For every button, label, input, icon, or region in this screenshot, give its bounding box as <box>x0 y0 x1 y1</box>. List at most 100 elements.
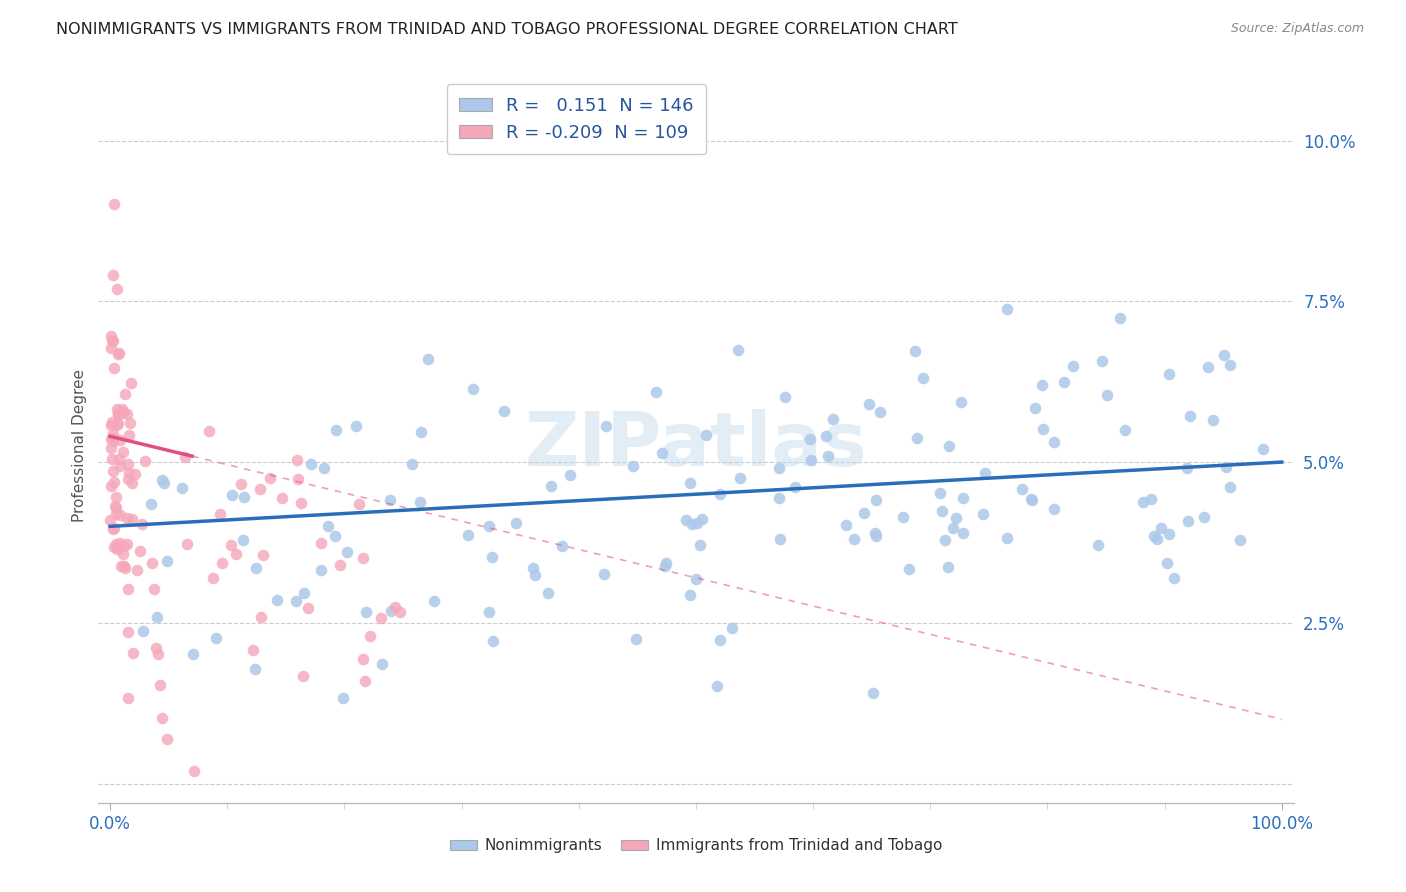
Point <box>1109 310 1132 325</box>
Point <box>103 475 125 490</box>
Point <box>1177 514 1199 528</box>
Point <box>101 464 124 478</box>
Point <box>844 532 866 546</box>
Point <box>537 586 560 600</box>
Point <box>131 517 153 532</box>
Point <box>211 557 233 571</box>
Point <box>1043 502 1066 516</box>
Point <box>121 376 143 391</box>
Point <box>149 678 172 692</box>
Point <box>728 471 751 485</box>
Point <box>378 493 401 508</box>
Point <box>112 559 135 574</box>
Point <box>359 629 381 643</box>
Point <box>709 487 731 501</box>
Point <box>285 453 308 467</box>
Point <box>865 528 887 542</box>
Point <box>129 543 152 558</box>
Point <box>690 512 713 526</box>
Point <box>938 438 960 452</box>
Point <box>595 419 617 434</box>
Point <box>972 507 994 521</box>
Point <box>481 550 503 565</box>
Point <box>904 343 927 358</box>
Point <box>108 536 131 550</box>
Point <box>1114 423 1136 437</box>
Text: ZIPatlas: ZIPatlas <box>524 409 868 483</box>
Point <box>1140 491 1163 506</box>
Point <box>409 425 432 439</box>
Point <box>104 500 127 515</box>
Point <box>1156 556 1178 570</box>
Point <box>865 492 887 507</box>
Point <box>153 476 176 491</box>
Point <box>352 652 374 666</box>
Point <box>145 640 167 655</box>
Point <box>104 537 127 551</box>
Point <box>100 442 122 456</box>
Point <box>108 508 131 522</box>
Point <box>1175 461 1198 475</box>
Point <box>371 657 394 671</box>
Point <box>706 679 728 693</box>
Point <box>100 479 122 493</box>
Point <box>1146 533 1168 547</box>
Point <box>370 611 392 625</box>
Point <box>344 418 367 433</box>
Point <box>352 550 374 565</box>
Point <box>118 428 141 442</box>
Point <box>952 491 974 505</box>
Point <box>127 563 149 577</box>
Point <box>695 428 717 442</box>
Point <box>416 351 439 366</box>
Point <box>104 490 127 504</box>
Point <box>799 432 821 446</box>
Point <box>105 418 128 433</box>
Point <box>124 467 146 481</box>
Point <box>108 346 131 360</box>
Point <box>156 554 179 568</box>
Point <box>172 481 194 495</box>
Point <box>681 517 703 532</box>
Point <box>297 601 319 615</box>
Point <box>242 643 264 657</box>
Point <box>654 559 676 574</box>
Point <box>409 495 432 509</box>
Point <box>285 594 308 608</box>
Point <box>134 454 156 468</box>
Point <box>104 507 127 521</box>
Point <box>689 538 711 552</box>
Point <box>225 547 247 561</box>
Point <box>995 531 1018 545</box>
Point <box>316 519 339 533</box>
Point <box>233 490 256 504</box>
Point <box>775 390 797 404</box>
Point <box>938 560 960 574</box>
Point <box>176 536 198 550</box>
Point <box>107 407 129 421</box>
Point <box>117 472 139 486</box>
Point <box>101 333 124 347</box>
Point <box>1031 377 1053 392</box>
Point <box>270 491 292 506</box>
Point <box>461 382 484 396</box>
Point <box>101 427 124 442</box>
Point <box>112 405 135 419</box>
Point <box>942 520 965 534</box>
Point <box>973 467 995 481</box>
Point <box>100 432 122 446</box>
Point <box>103 521 125 535</box>
Point <box>862 686 884 700</box>
Point <box>1032 422 1054 436</box>
Point <box>219 538 242 552</box>
Text: NONIMMIGRANTS VS IMMIGRANTS FROM TRINIDAD AND TOBAGO PROFESSIONAL DEGREE CORRELA: NONIMMIGRANTS VS IMMIGRANTS FROM TRINIDA… <box>56 22 957 37</box>
Point <box>121 512 143 526</box>
Point <box>621 458 644 473</box>
Point <box>815 429 838 443</box>
Point <box>768 491 790 505</box>
Point <box>1052 376 1074 390</box>
Point <box>245 560 267 574</box>
Point <box>1215 460 1237 475</box>
Point <box>266 592 288 607</box>
Point <box>768 461 790 475</box>
